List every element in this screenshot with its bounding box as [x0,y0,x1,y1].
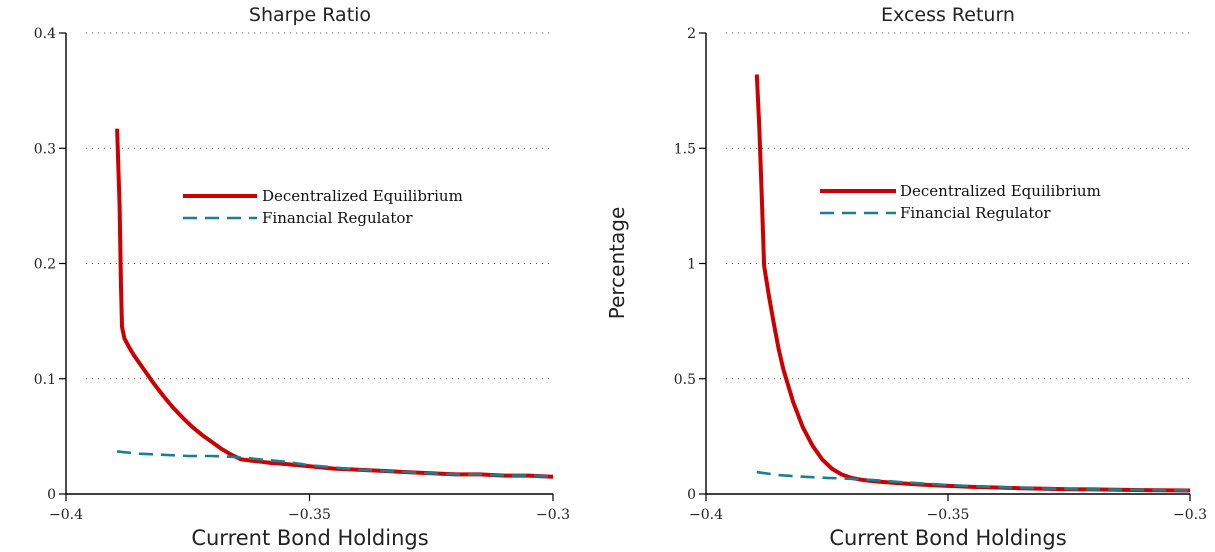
legend-label: Decentralized Equilibrium [900,182,1101,200]
legend: Decentralized Equilibrium Financial Regul… [183,187,463,227]
decentralized-equilibrium-line [115,128,554,479]
x-tick-label: −0.3 [1173,507,1207,523]
financial-regulator-line [116,450,554,478]
y-tick-label: 1.5 [674,141,696,157]
y-tick-label: 0 [687,487,696,503]
series-lines [115,128,554,479]
y-tick-label: 0 [47,487,56,503]
chart-title: Excess Return [881,4,1015,26]
gridlines [86,32,553,380]
x-tick-label: −0.3 [536,507,570,523]
financial-regulator-line [756,470,1191,492]
legend-label: Financial Regulator [900,204,1051,222]
y-axis-label: Percentage [605,207,629,320]
x-tick-label: −0.35 [927,507,970,523]
y-tick-label: 2 [687,26,696,42]
legend: Decentralized Equilibrium Financial Regul… [820,182,1101,222]
chart-title: Sharpe Ratio [249,4,371,26]
ticks: 0 0.1 0.2 0.3 0.4 −0.4 −0.35 −0.3 [34,26,570,523]
x-axis-label: Current Bond Holdings [191,526,428,550]
y-tick-label: 1 [687,257,696,273]
ticks: 0 0.5 1 1.5 2 −0.4 −0.35 −0.3 [674,26,1207,523]
axes [65,33,553,495]
decentralized-equilibrium-line [754,74,1191,493]
axes [705,33,1190,495]
excess-return-panel: Excess Return Current Bond Holdings Perc… [605,4,1207,550]
series-lines [754,74,1191,493]
x-tick-label: −0.35 [288,507,331,523]
sharpe-ratio-panel: Sharpe Ratio Current Bond Holdings 00.10… [34,4,570,550]
y-tick-label: 0.3 [34,141,56,157]
y-tick-label: 0.2 [34,257,56,273]
x-tick-label: −0.4 [689,507,723,523]
legend-label: Financial Regulator [262,209,413,227]
y-tick-label: 0.1 [34,372,56,388]
x-axis-label: Current Bond Holdings [829,526,1066,550]
y-tick-label: 0.5 [674,372,696,388]
y-tick-label: 0.4 [34,26,56,42]
x-tick-label: −0.4 [49,507,83,523]
legend-label: Decentralized Equilibrium [262,187,463,205]
